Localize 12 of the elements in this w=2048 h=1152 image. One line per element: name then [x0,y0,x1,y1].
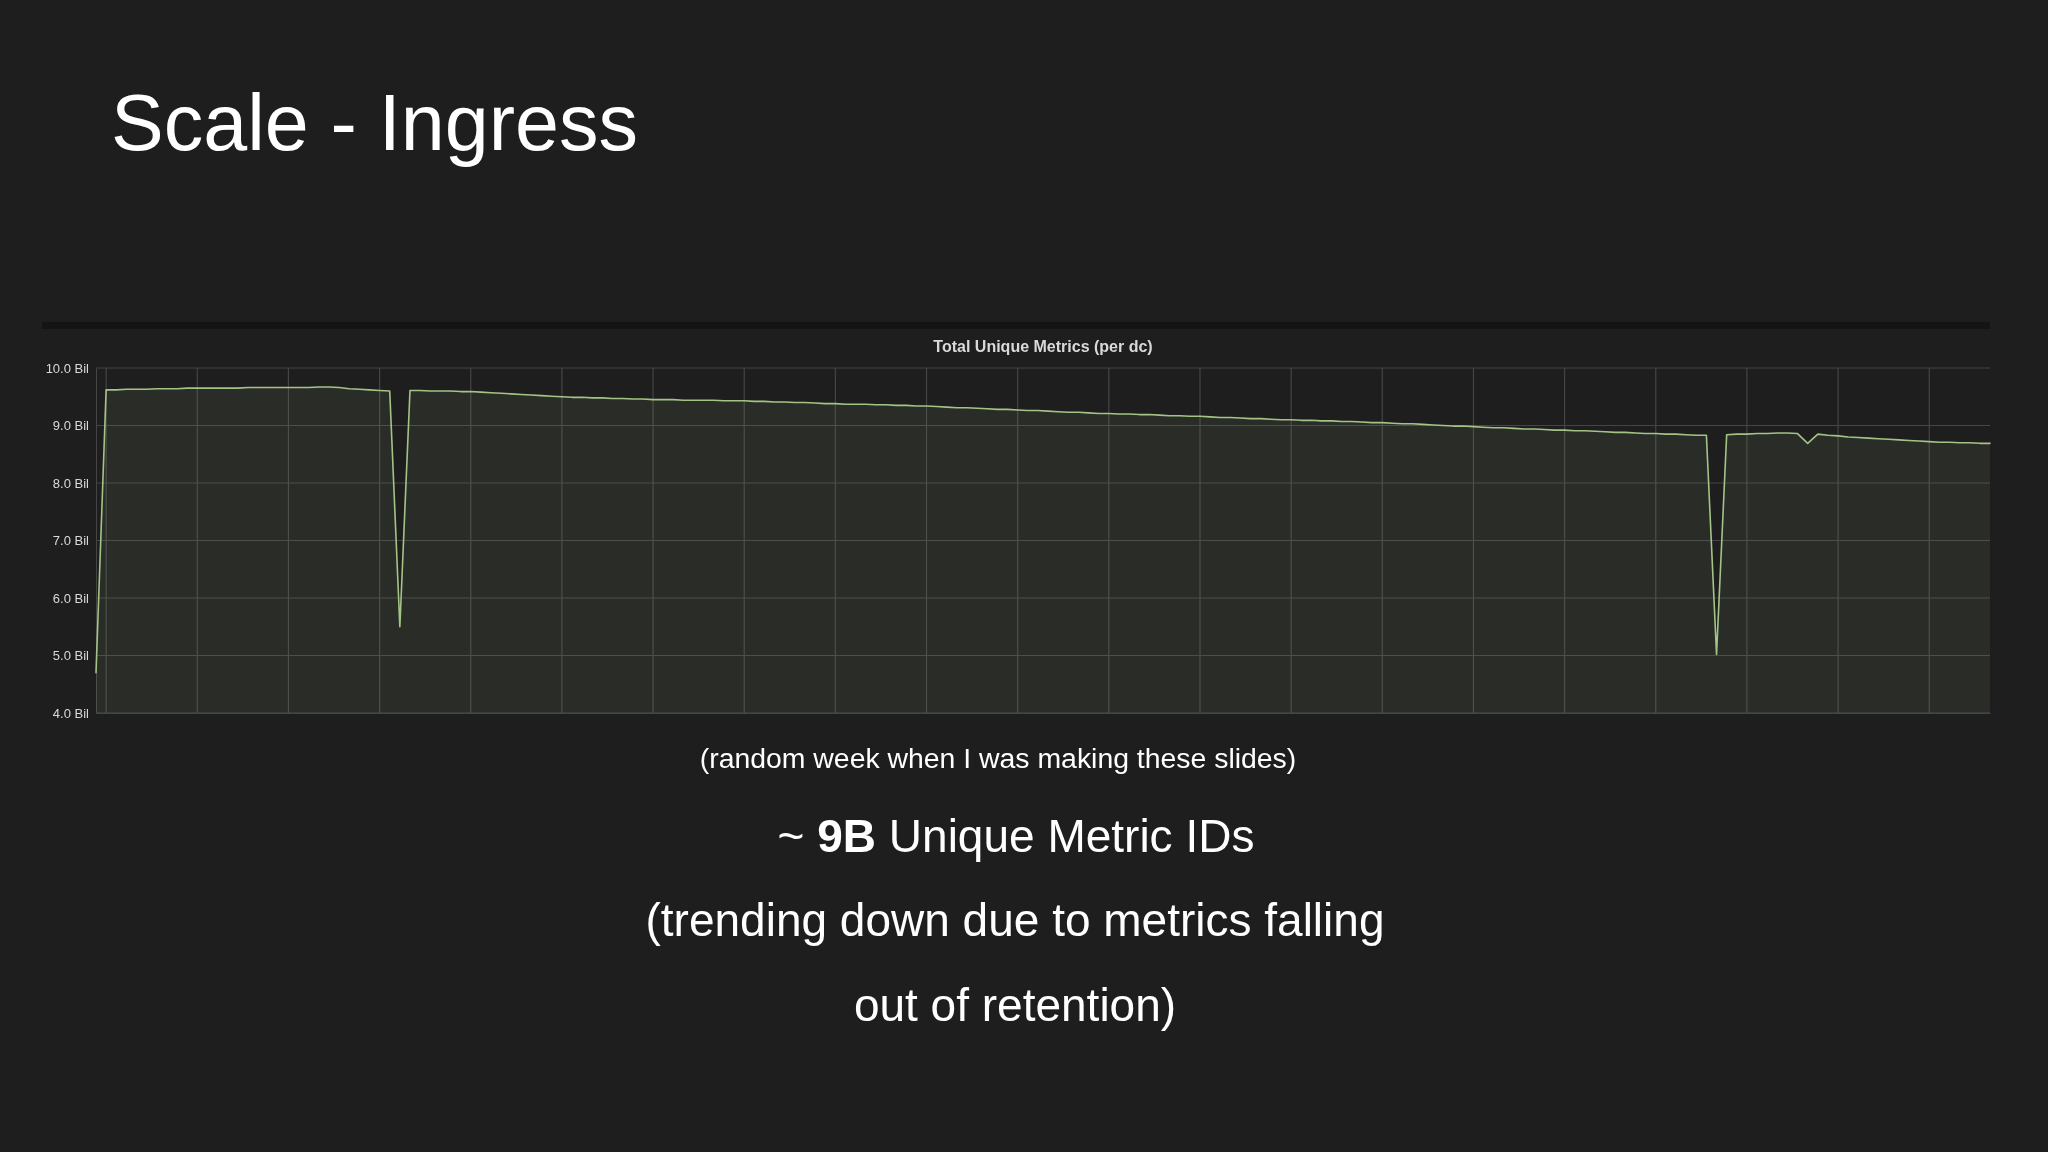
text: ~ 9B Unique Metric IDs [777,810,1255,862]
y-tick-label: 9.0 Bil [52,418,90,434]
y-tick-label: 7.0 Bil [52,533,90,549]
y-tick-label: 6.0 Bil [52,590,90,606]
y-tick-label: 5.0 Bil [52,648,90,664]
text: (random week when I was making these slides) [698,741,1298,776]
chart-title: Scale - Ingress [111,78,638,167]
chart-subtitle: Total Unique Metrics (per dc) [933,338,1153,355]
y-tick-label: 10.0 Bil [45,360,90,376]
y-tick-label: 4.0 Bil [52,705,90,721]
text: (trending down due to metrics falling out of retention) [644,893,1386,1033]
y-tick-label: 8.0 Bil [52,475,90,491]
